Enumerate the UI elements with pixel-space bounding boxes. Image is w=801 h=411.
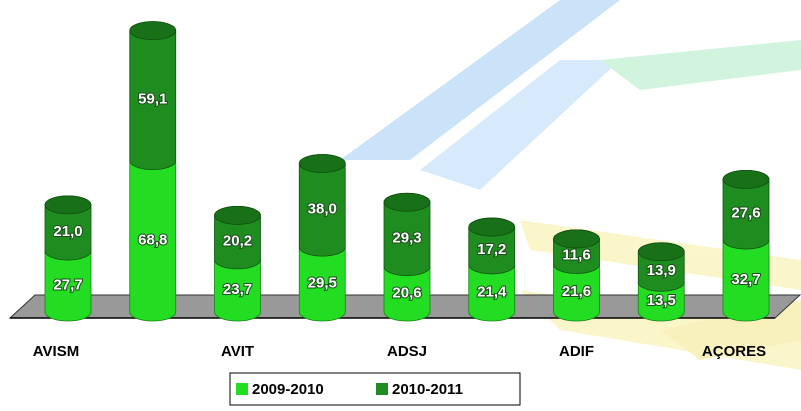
bar-cap bbox=[129, 21, 177, 41]
legend-label: 2009-2010 bbox=[252, 381, 324, 398]
value-label: 59,1 bbox=[138, 91, 167, 108]
value-label: 21,4 bbox=[477, 283, 507, 300]
bar-cap bbox=[468, 217, 516, 237]
value-label: 21,6 bbox=[562, 283, 591, 300]
value-label: 68,8 bbox=[138, 231, 167, 248]
bar-cap bbox=[553, 229, 600, 249]
bar-cap bbox=[214, 206, 261, 225]
value-label: 32,7 bbox=[731, 271, 760, 288]
value-label: 23,7 bbox=[223, 281, 252, 298]
legend-swatch bbox=[236, 383, 248, 395]
value-label: 20,6 bbox=[392, 284, 421, 301]
legend-box bbox=[229, 372, 521, 406]
value-label: 13,5 bbox=[647, 292, 676, 309]
value-label: 27,7 bbox=[53, 276, 82, 293]
x-tick-label: AVISM bbox=[33, 343, 79, 360]
value-label: 17,2 bbox=[477, 241, 506, 258]
x-tick-label: AVIT bbox=[221, 343, 254, 360]
value-label: 13,9 bbox=[647, 262, 676, 279]
legend-label: 2010-2011 bbox=[392, 381, 463, 398]
value-label: 11,6 bbox=[562, 247, 590, 264]
value-label: 29,5 bbox=[308, 275, 337, 292]
x-tick-label: ADIF bbox=[559, 343, 594, 360]
bar-cap bbox=[298, 154, 346, 173]
legend: 2009-2010 2010-2011 bbox=[236, 381, 463, 398]
labels: 27,7 21,0 AVISM 68,8 59,1 23,7 20,2 AVIT 29,5 38,… bbox=[33, 90, 766, 360]
value-label: 21,0 bbox=[53, 223, 82, 240]
legend-swatch bbox=[376, 383, 388, 395]
bar-cap bbox=[637, 242, 685, 262]
x-tick-label: ADSJ bbox=[387, 343, 427, 360]
value-label: 20,2 bbox=[223, 233, 252, 250]
bars bbox=[44, 21, 770, 322]
value-label: 27,6 bbox=[731, 205, 760, 222]
value-label: 29,3 bbox=[392, 229, 421, 246]
value-label: 38,0 bbox=[308, 200, 337, 217]
bar-cap bbox=[44, 195, 92, 215]
bar-cap bbox=[722, 169, 770, 189]
x-tick-label: AÇORES bbox=[702, 343, 766, 360]
bar-cap bbox=[383, 192, 431, 212]
